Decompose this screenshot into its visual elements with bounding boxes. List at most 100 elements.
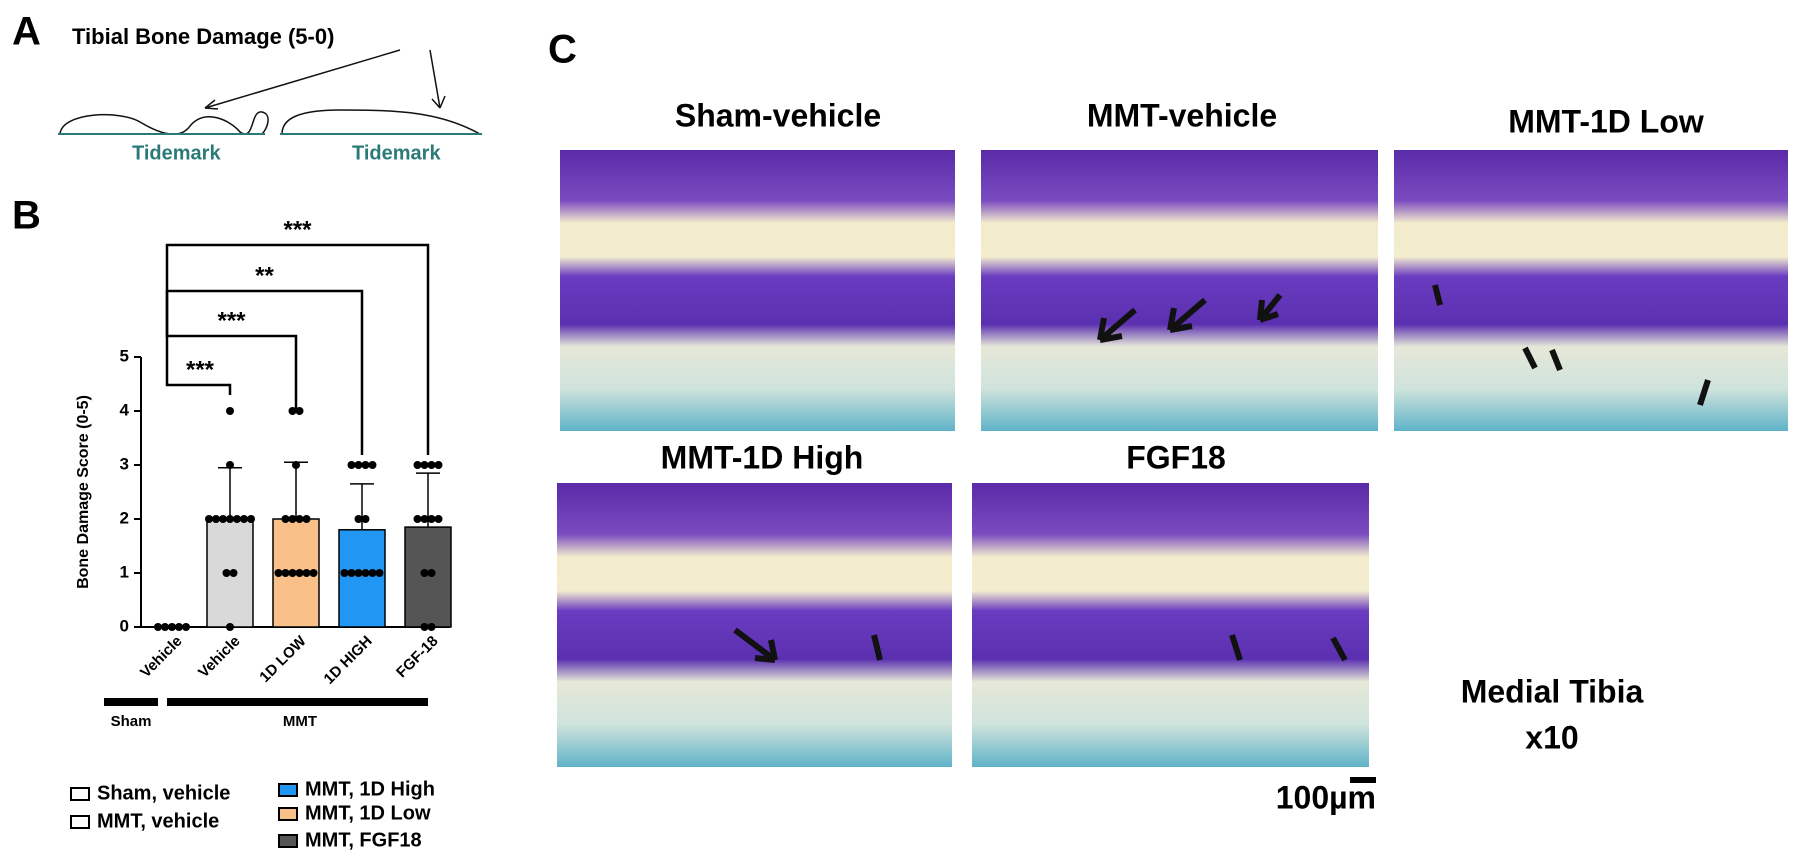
scale-bar: [1350, 777, 1376, 783]
data-point: [226, 623, 234, 631]
data-point: [226, 515, 234, 523]
micrograph: [981, 150, 1378, 431]
data-point: [229, 569, 238, 577]
y-tick-label: 5: [120, 346, 129, 365]
data-point: [420, 461, 429, 469]
data-point: [302, 569, 311, 577]
bar: [338, 529, 386, 628]
data-point: [302, 515, 311, 523]
data-point: [347, 569, 356, 577]
data-point: [292, 461, 300, 469]
data-point: [288, 569, 297, 577]
micrograph-title: MMT-vehicle: [1087, 97, 1277, 133]
legend-label: Sham, vehicle: [97, 782, 230, 804]
y-axis-label: Bone Damage Score (0-5): [75, 395, 92, 589]
data-point: [361, 569, 370, 577]
data-point: [281, 515, 290, 523]
data-point: [281, 569, 290, 577]
data-point: [420, 515, 429, 523]
data-point: [288, 407, 297, 415]
magnification-label: x10: [1525, 719, 1578, 755]
tidemark-label: Tidemark: [352, 142, 441, 164]
data-point: [368, 461, 377, 469]
micrograph-title: MMT-1D High: [661, 439, 864, 475]
tidemark-label: Tidemark: [132, 142, 221, 164]
group-bar: [167, 698, 428, 706]
group-label: Sham: [111, 713, 152, 730]
micrograph-title: Sham-vehicle: [675, 97, 881, 133]
data-point: [420, 569, 429, 577]
error-bar: [218, 466, 242, 519]
data-point: [427, 461, 436, 469]
legend-label: MMT, 1D Low: [305, 802, 431, 824]
data-point: [361, 515, 370, 523]
data-point: [354, 569, 363, 577]
error-bar: [284, 461, 308, 519]
data-point: [340, 569, 349, 577]
data-point: [168, 623, 176, 631]
arrows: [733, 284, 1711, 663]
data-point: [347, 461, 356, 469]
data-point: [182, 623, 190, 631]
y-tick-label: 3: [120, 454, 129, 473]
data-point: [295, 407, 304, 415]
micrograph: [557, 483, 952, 767]
region-label: Medial Tibia: [1461, 673, 1644, 709]
data-point: [175, 623, 183, 631]
legend-swatch: [278, 783, 298, 797]
data-point: [420, 623, 429, 631]
micrographs: [557, 150, 1788, 767]
schematic: [59, 49, 481, 135]
legend-label: MMT, 1D High: [305, 778, 435, 800]
data-point: [434, 461, 443, 469]
data-point: [427, 569, 436, 577]
panel-letter: C: [548, 28, 577, 72]
y-tick-label: 0: [120, 616, 129, 635]
data-point: [368, 569, 377, 577]
x-tick-label: 1D HIGH: [321, 633, 376, 688]
data-point: [354, 461, 363, 469]
data-point: [427, 623, 436, 631]
micrograph: [1394, 150, 1788, 431]
legend-swatch: [70, 787, 90, 801]
data-point: [434, 515, 443, 523]
data-point: [274, 569, 283, 577]
data-point: [226, 407, 234, 415]
panel-letter: B: [12, 194, 41, 238]
x-tick-label: Vehicle: [195, 633, 244, 682]
data-point: [309, 569, 318, 577]
y-tick-label: 2: [120, 508, 129, 527]
significance-bracket: [165, 337, 232, 395]
data-point: [375, 569, 384, 577]
legend-label: MMT, vehicle: [97, 810, 219, 832]
data-point: [233, 515, 241, 523]
group-label: MMT: [283, 713, 317, 730]
data-point: [161, 623, 169, 631]
data-point: [205, 515, 213, 523]
data-point: [222, 569, 231, 577]
x-tick-label: FGF-18: [393, 633, 442, 682]
data-point: [361, 461, 370, 469]
significance-label: ***: [186, 356, 215, 383]
x-tick-label: 1D LOW: [256, 632, 310, 686]
error-bar: [350, 483, 374, 530]
data-point: [354, 515, 363, 523]
significance-label: ***: [217, 307, 246, 334]
legend-label: MMT, FGF18: [305, 829, 422, 851]
legend-swatch: [278, 807, 298, 821]
data-point: [295, 515, 304, 523]
group-bar: [104, 698, 158, 706]
data-point: [288, 515, 297, 523]
data-point: [226, 461, 234, 469]
micrograph: [560, 150, 955, 431]
data-point: [219, 515, 227, 523]
panel-title: Tibial Bone Damage (5-0): [72, 24, 334, 49]
micrograph-title: FGF18: [1126, 439, 1226, 475]
y-tick-label: 1: [120, 562, 129, 581]
legend-swatch: [70, 815, 90, 829]
data-point: [413, 461, 422, 469]
micrograph-title: MMT-1D Low: [1508, 103, 1704, 139]
panel-letter: A: [12, 10, 41, 54]
